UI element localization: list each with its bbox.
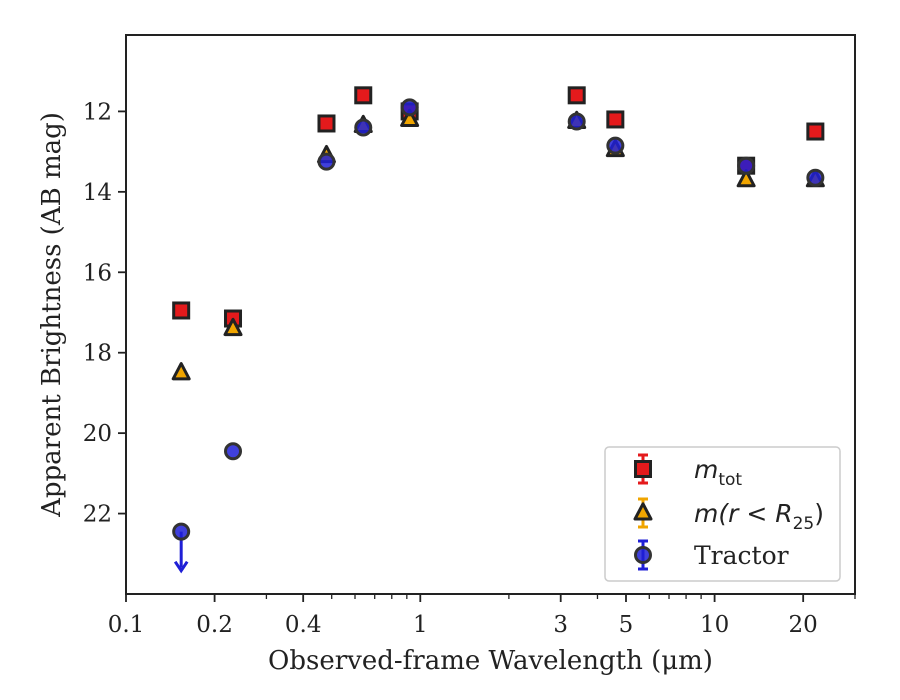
upper-limit-arrow-head (173, 560, 189, 574)
point-tractor (172, 522, 191, 541)
point-mtot (606, 110, 625, 129)
x-tick-label: 0.4 (285, 612, 322, 638)
y-tick-label: 18 (83, 341, 112, 367)
x-tick-label: 10 (700, 612, 729, 638)
y-tick-label: 16 (83, 260, 112, 286)
y-tick-label: 14 (83, 180, 112, 206)
y-axis-ticks: 12 14 16 18 20 22 (83, 99, 126, 528)
point-tractor (317, 152, 336, 171)
legend-marker (633, 502, 653, 521)
x-axis-label: Observed-frame Wavelength (μm) (268, 646, 713, 676)
point-mr25 (736, 169, 756, 188)
point-mtot (806, 122, 825, 141)
point-mtot (354, 86, 373, 105)
legend: mtot m(r < R25) Tractor (604, 446, 841, 582)
x-tick-label: 0.1 (108, 612, 145, 638)
x-tick-label: 0.2 (196, 612, 233, 638)
y-tick-label: 22 (83, 502, 112, 528)
x-tick-label: 1 (413, 612, 428, 638)
point-mr25 (171, 362, 191, 381)
legend-label: m(r < R25) (694, 499, 824, 534)
legend-frame (604, 446, 841, 582)
point-tractor (567, 112, 586, 131)
data-marks (171, 86, 825, 574)
y-tick-label: 20 (83, 421, 112, 447)
point-tractor (224, 442, 243, 461)
legend-label: Tractor (694, 541, 789, 570)
x-axis-ticks: 0.1 0.2 0.4 1 3 5 10 20 (108, 594, 856, 638)
y-tick-label: 12 (83, 99, 112, 125)
legend-marker (634, 546, 652, 564)
point-tractor (400, 98, 419, 117)
legend-marker (634, 460, 652, 478)
x-tick-label: 5 (619, 612, 634, 638)
point-tractor (354, 118, 373, 137)
point-tractor (606, 136, 625, 155)
point-mr25 (400, 108, 420, 127)
point-mtot (172, 301, 191, 320)
legend-label: mtot (694, 455, 742, 490)
point-mtot (567, 86, 586, 105)
point-mtot (317, 114, 336, 133)
x-tick-label: 3 (553, 612, 568, 638)
x-tick-label: 20 (789, 612, 818, 638)
y-axis-label: Apparent Brightness (AB mag) (37, 112, 67, 518)
point-tractor (737, 156, 756, 175)
point-mr25 (223, 317, 243, 337)
point-tractor (806, 168, 825, 187)
